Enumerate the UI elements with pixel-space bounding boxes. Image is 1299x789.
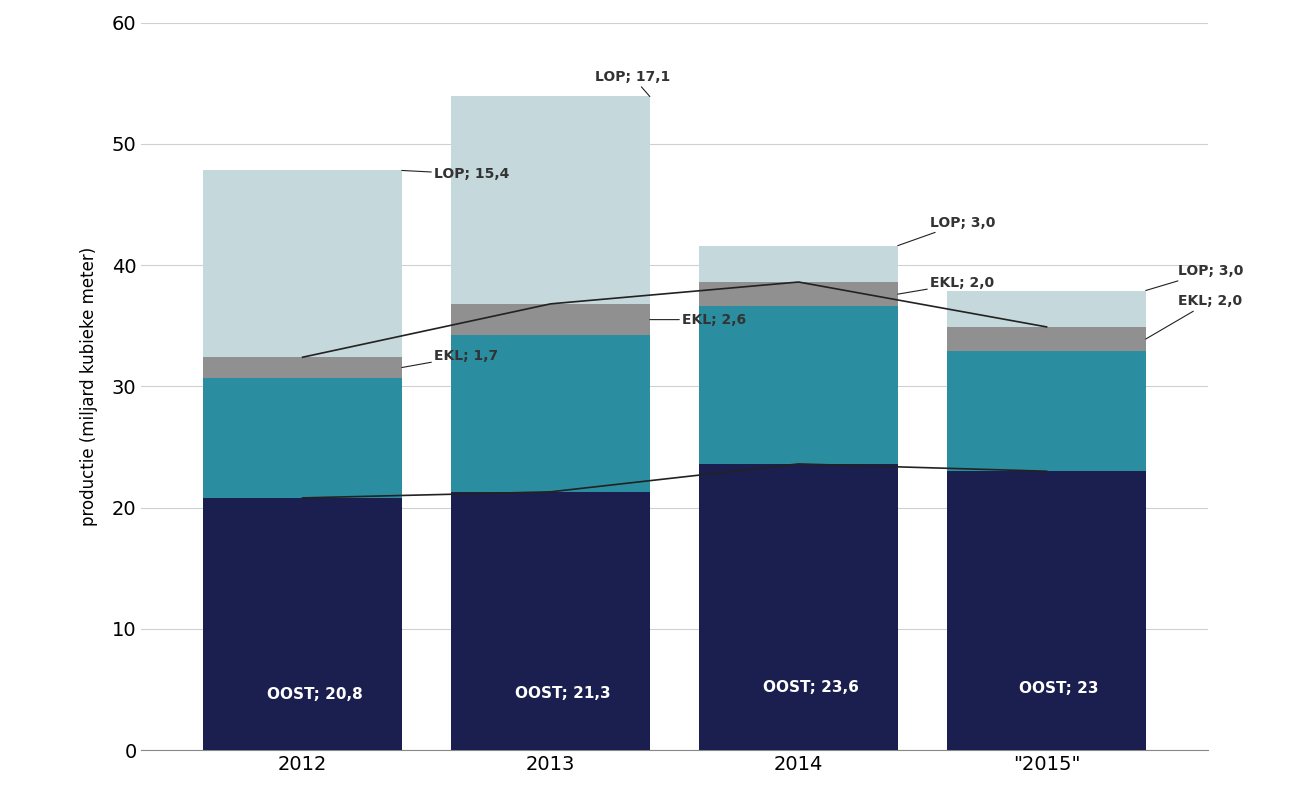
Bar: [452, 96, 650, 304]
Bar: [947, 327, 1146, 351]
Y-axis label: productie (miljard kubieke meter): productie (miljard kubieke meter): [81, 247, 97, 526]
Bar: [699, 464, 898, 750]
Text: EKL; 1,7: EKL; 1,7: [401, 349, 499, 368]
Bar: [947, 290, 1146, 327]
Bar: [699, 306, 898, 464]
Text: LOP; 15,4: LOP; 15,4: [401, 167, 509, 181]
Bar: [452, 335, 650, 492]
Bar: [699, 245, 898, 282]
Text: OOST; 21,3: OOST; 21,3: [516, 686, 611, 701]
Text: ZW; 9,9: ZW; 9,9: [270, 430, 335, 445]
Text: ZW; 12,9: ZW; 12,9: [512, 406, 588, 421]
Bar: [947, 351, 1146, 471]
Text: OOST; 23: OOST; 23: [1020, 681, 1099, 696]
Text: LOP; 3,0: LOP; 3,0: [1146, 264, 1243, 290]
Text: LOP; 17,1: LOP; 17,1: [595, 70, 670, 96]
Bar: [204, 357, 401, 378]
Text: EKL; 2,6: EKL; 2,6: [650, 312, 746, 327]
Text: EKL; 2,0: EKL; 2,0: [1146, 294, 1242, 339]
Bar: [204, 170, 401, 357]
Bar: [947, 471, 1146, 750]
Text: ZW; 9,9: ZW; 9,9: [1013, 404, 1079, 419]
Text: LOP; 3,0: LOP; 3,0: [898, 215, 995, 245]
Bar: [452, 304, 650, 335]
Bar: [699, 282, 898, 306]
Bar: [204, 498, 401, 750]
Bar: [204, 378, 401, 498]
Text: ZW; 13,0: ZW; 13,0: [760, 378, 837, 393]
Text: OOST; 20,8: OOST; 20,8: [268, 687, 362, 702]
Text: EKL; 2,0: EKL; 2,0: [898, 276, 994, 294]
Text: OOST; 23,6: OOST; 23,6: [763, 679, 859, 694]
Bar: [452, 492, 650, 750]
